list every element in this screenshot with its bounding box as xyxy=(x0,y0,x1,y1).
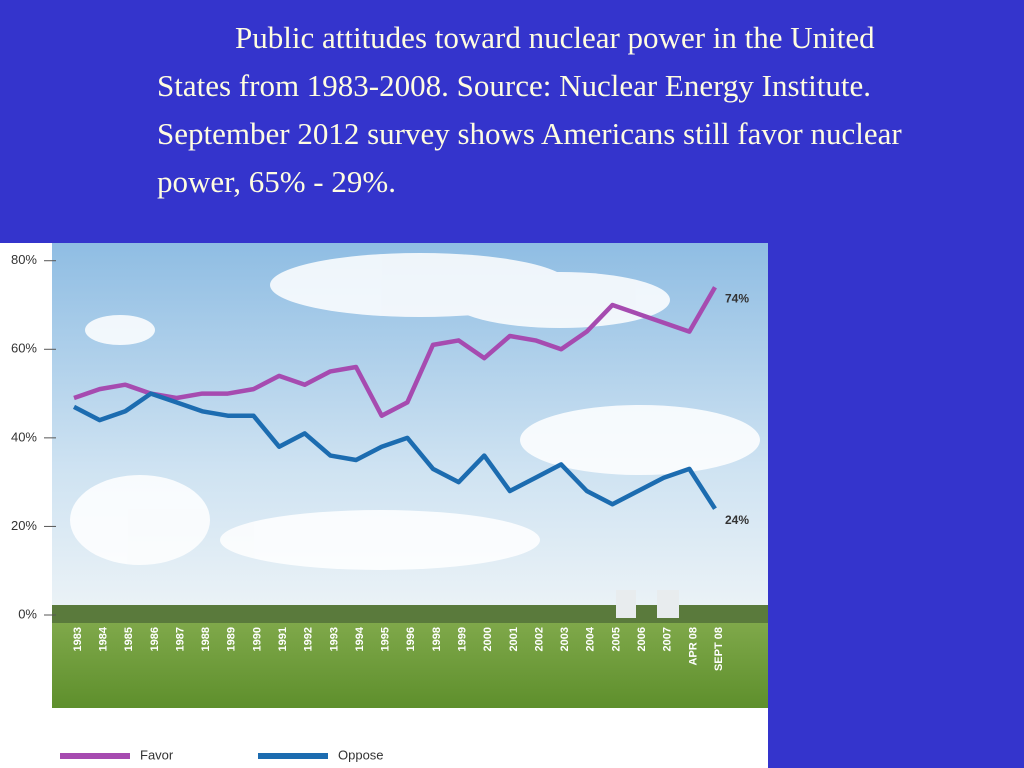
y-tick-label: 0% xyxy=(18,606,37,621)
chart: Favor Oppose 0% 20% 40% 60% 80% 1983 1984 1985 1… xyxy=(0,243,768,768)
y-tick-label: 40% xyxy=(11,429,37,444)
x-tick-label: 1998 xyxy=(431,627,443,651)
x-tick-label: 1993 xyxy=(328,627,340,651)
x-tick-label: 1987 xyxy=(174,627,186,651)
x-tick-label: 1991 xyxy=(277,627,289,651)
slide-title: Public attitudes toward nuclear power in… xyxy=(157,20,902,199)
x-tick-label: 1986 xyxy=(149,627,161,651)
x-tick-label: 1994 xyxy=(354,626,366,651)
x-tick-label: 2006 xyxy=(636,627,648,651)
x-tick-label: 1989 xyxy=(226,627,238,651)
x-tick-label: APR 08 xyxy=(687,627,699,666)
tree-line xyxy=(52,605,768,623)
y-tick-label: 60% xyxy=(11,341,37,356)
clouds xyxy=(70,253,760,570)
legend-label: Favor xyxy=(140,747,174,762)
legend-label: Oppose xyxy=(338,747,384,762)
x-tick-label: 2003 xyxy=(559,627,571,651)
x-tick-label: 1999 xyxy=(457,627,469,651)
y-tick-label: 80% xyxy=(11,252,37,267)
x-tick-label: 2004 xyxy=(585,626,597,651)
x-tick-label: 1984 xyxy=(98,626,110,651)
field xyxy=(52,623,768,708)
x-tick-label: 1996 xyxy=(405,627,417,651)
x-tick-label: 1990 xyxy=(251,627,263,651)
data-label: 74% xyxy=(725,291,749,305)
series-line xyxy=(73,286,717,418)
x-tick-label: 1988 xyxy=(200,627,212,651)
x-tick-label: 2001 xyxy=(508,627,520,651)
x-tick-label: 2000 xyxy=(482,627,494,651)
x-tick-label: 1995 xyxy=(380,627,392,651)
y-tick-label: 20% xyxy=(11,518,37,533)
series-line xyxy=(72,391,717,510)
x-tick-label: 2007 xyxy=(662,627,674,651)
x-tick-label: 2005 xyxy=(610,627,622,651)
cooling-tower xyxy=(616,590,636,618)
x-tick-label: 2002 xyxy=(533,627,545,651)
x-tick-label: 1983 xyxy=(72,627,84,651)
x-tick-label: SEPT 08 xyxy=(713,627,725,671)
x-tick-label: 1992 xyxy=(303,627,315,651)
cooling-tower xyxy=(657,590,679,618)
data-label: 24% xyxy=(725,513,749,527)
x-tick-label: 1985 xyxy=(123,627,135,651)
